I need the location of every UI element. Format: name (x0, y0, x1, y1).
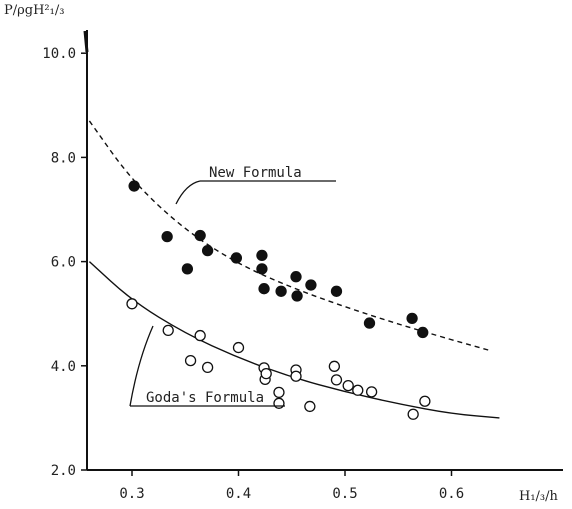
new-formula-point-14 (363, 317, 376, 329)
x-axis-label: H₁/₃/h (519, 489, 559, 504)
axes (83, 30, 563, 471)
goda-point-0 (126, 298, 138, 310)
curve-new-formula (88, 120, 489, 351)
y-tick-label-4: 10.0 (42, 46, 76, 62)
markers (126, 180, 431, 420)
goda-point-18 (365, 386, 378, 398)
new-formula-annotation: New Formula (175, 165, 336, 205)
new-formula-leader (175, 180, 201, 205)
x-tick-label-2: 0.5 (332, 486, 357, 502)
goda-point-3 (194, 329, 206, 342)
new-formula-point-1 (161, 230, 173, 243)
goda-point-5 (232, 341, 245, 354)
goda-formula-annotation: Goda's Formula (129, 325, 285, 407)
new-formula-point-5 (230, 252, 243, 264)
new-formula-point-4 (201, 245, 214, 257)
new-formula-point-10 (290, 271, 302, 283)
goda-point-20 (419, 395, 431, 407)
new-formula-point-9 (275, 285, 287, 297)
new-formula-point-7 (256, 263, 268, 275)
y-tick-label-1: 4.0 (51, 359, 76, 375)
goda-point-4 (201, 361, 214, 374)
x-tick-label-0: 0.3 (119, 486, 144, 502)
new-formula-point-8 (258, 283, 270, 295)
new-formula-point-6 (256, 249, 268, 261)
goda-point-15 (330, 374, 343, 386)
new-formula-point-0 (128, 180, 140, 192)
new-formula-point-16 (417, 326, 429, 339)
goda-point-16 (342, 379, 354, 392)
goda-formula-label: Goda's Formula (146, 390, 264, 406)
y-tick-label-2: 6.0 (51, 255, 76, 271)
goda-point-1 (162, 324, 174, 337)
x-tick-label-3: 0.6 (439, 486, 464, 502)
new-formula-point-2 (181, 263, 194, 275)
x-tick-label-1: 0.4 (226, 486, 251, 502)
goda-formula-leader (129, 325, 154, 407)
goda-point-8 (260, 367, 272, 380)
new-formula-point-11 (291, 290, 303, 302)
goda-point-10 (273, 397, 285, 409)
new-formula-point-3 (194, 229, 206, 242)
goda-point-2 (184, 354, 197, 367)
y-tick-label-0: 2.0 (51, 463, 76, 479)
y-axis-label: P/ρgH²₁/₃ (4, 3, 64, 18)
new-formula-point-13 (330, 285, 343, 297)
goda-point-13 (304, 400, 316, 413)
ticks: 0.3 0.4 0.5 0.6 2.0 4.0 6.0 8.0 10.0 (42, 46, 464, 502)
new-formula-point-12 (305, 279, 317, 291)
goda-point-19 (407, 408, 419, 420)
y-axis-cap (83, 30, 89, 53)
goda-point-17 (352, 384, 364, 396)
y-tick-label-3: 8.0 (51, 150, 76, 166)
goda-point-9 (273, 386, 285, 399)
new-formula-label: New Formula (209, 165, 302, 181)
goda-point-14 (328, 360, 341, 372)
new-formula-point-15 (406, 312, 418, 325)
goda-point-12 (290, 370, 302, 382)
